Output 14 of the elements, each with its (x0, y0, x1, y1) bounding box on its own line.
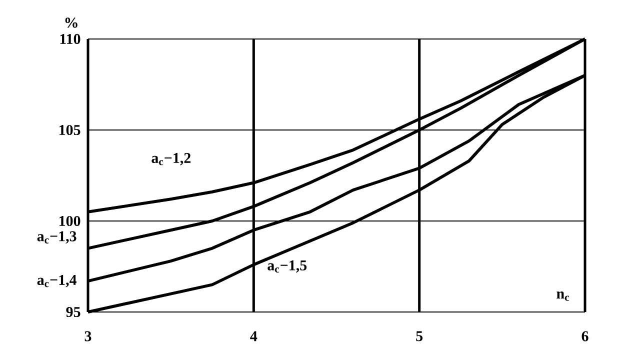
y-axis-title: % (65, 18, 78, 28)
y-tick-label: 95 (66, 306, 80, 318)
x-tick-label: 6 (582, 331, 588, 342)
series-label: a$_{c}$−1,4 (37, 274, 77, 288)
series-label: a$_{c}$−1,3 (37, 231, 76, 244)
text: a$_{c}$−1,2 (152, 152, 190, 166)
x-tick-label: 4 (250, 331, 258, 342)
y-tick-label: 110 (60, 34, 80, 44)
x-tick-label: 3 (84, 331, 92, 342)
y-tick-label: 105 (60, 124, 80, 136)
series-label: a$_{c}$−1,5 (268, 260, 307, 273)
y-tick-label: 100 (60, 216, 80, 226)
x-tick-label: 5 (416, 331, 423, 342)
x-axis-title: n$_{c}$ (556, 291, 569, 301)
